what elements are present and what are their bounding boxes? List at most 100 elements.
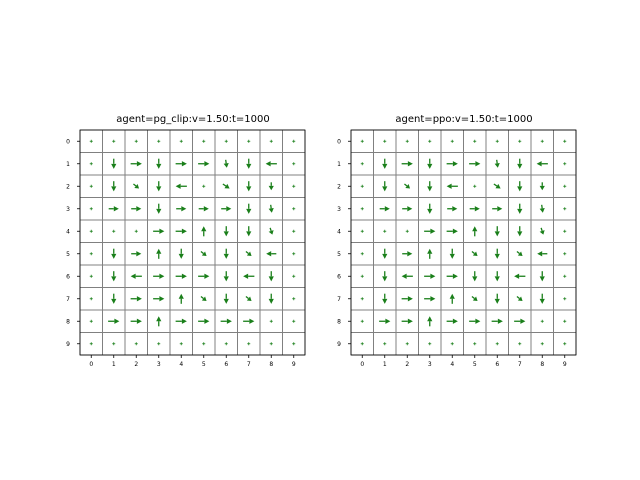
arrow-head	[246, 163, 252, 169]
arrow-head	[472, 251, 478, 256]
x-tick-label: 7	[518, 361, 522, 368]
x-tick-label: 5	[202, 361, 206, 368]
quiver-arrow	[517, 203, 523, 214]
arrow-shaft	[471, 295, 475, 300]
arrow-head	[111, 276, 117, 282]
arrow-head	[113, 206, 119, 212]
y-tick-label: 6	[337, 273, 341, 280]
quiver-arrow	[402, 251, 413, 257]
arrow-head	[427, 208, 433, 214]
quiver-arrow	[268, 182, 274, 191]
quiver-arrow	[268, 271, 274, 282]
arrow-head	[382, 298, 388, 304]
arrow-head	[111, 298, 117, 304]
arrow-shaft	[493, 183, 498, 187]
quiver-arrow	[427, 181, 433, 192]
arrow-head	[539, 230, 545, 235]
quiver-arrow	[472, 271, 478, 282]
arrow-head	[159, 273, 165, 279]
arrow-head	[266, 251, 272, 257]
quiver-arrow	[175, 318, 187, 324]
quiver-arrow	[494, 159, 500, 168]
x-tick-label: 9	[563, 361, 567, 368]
arrow-head	[472, 276, 478, 282]
quiver-arrow	[494, 271, 500, 282]
quiver-arrow	[265, 161, 277, 167]
quiver-arrow	[469, 206, 480, 212]
arrow-head	[156, 163, 162, 169]
quiver-arrow	[382, 293, 388, 304]
arrow-head	[517, 231, 523, 237]
arrow-head	[539, 276, 545, 282]
arrow-head	[181, 228, 187, 234]
arrow-shaft	[245, 295, 249, 300]
quiver-arrow	[153, 296, 165, 302]
quiver-arrow	[517, 181, 523, 192]
arrow-head	[136, 318, 142, 324]
y-tick-label: 3	[66, 206, 70, 213]
x-tick-label: 8	[540, 361, 544, 368]
y-tick-label: 1	[337, 161, 341, 168]
quiver-arrow	[539, 182, 545, 191]
quiver-arrow	[514, 273, 526, 279]
y-tick-label: 9	[66, 341, 70, 348]
quiver-arrow	[176, 206, 187, 212]
y-tick-label: 3	[337, 206, 341, 213]
arrow-head	[452, 273, 458, 279]
quiver-arrow	[427, 203, 433, 214]
arrow-head	[136, 161, 142, 167]
quiver-arrow	[200, 295, 207, 301]
quiver-arrow	[401, 273, 413, 279]
arrow-head	[178, 253, 184, 259]
arrow-head	[114, 318, 120, 324]
quiver-arrow	[382, 181, 388, 192]
quiver-arrow	[491, 318, 503, 324]
arrow-head	[407, 318, 413, 324]
arrow-head	[156, 316, 162, 322]
y-tick-label: 5	[337, 251, 341, 258]
quiver-arrow	[223, 248, 229, 259]
x-tick-label: 3	[428, 361, 432, 368]
arrow-head	[539, 185, 545, 191]
arrow-head	[405, 183, 411, 189]
y-tick-label: 0	[337, 138, 341, 145]
quiver-arrow	[246, 158, 252, 169]
arrow-head	[517, 296, 523, 301]
quiver-arrow	[472, 226, 478, 237]
y-tick-label: 0	[66, 138, 70, 145]
quiver-arrow	[246, 203, 252, 214]
arrow-head	[494, 276, 500, 282]
arrow-head	[494, 253, 500, 259]
y-tick-label: 7	[66, 296, 70, 303]
arrow-shaft	[269, 227, 272, 232]
quiver-arrow	[153, 228, 165, 234]
quiver-arrow	[424, 296, 436, 302]
arrow-head	[226, 318, 232, 324]
quiver-arrow	[469, 318, 481, 324]
quiver-arrow	[536, 161, 548, 167]
quiver-arrow	[198, 161, 210, 167]
arrow-head	[175, 183, 181, 189]
quiver-arrow	[382, 158, 388, 169]
quiver-arrow	[175, 228, 187, 234]
arrow-head	[203, 206, 209, 212]
arrow-shaft	[200, 295, 204, 300]
axes-frame	[79, 129, 306, 356]
arrow-head	[265, 161, 271, 167]
arrow-head	[223, 253, 229, 259]
y-tick-label: 7	[337, 296, 341, 303]
arrow-head	[246, 208, 252, 214]
arrow-head	[156, 248, 162, 254]
arrow-head	[181, 161, 187, 167]
quiver-arrow	[446, 183, 458, 189]
arrow-head	[520, 318, 526, 324]
arrow-head	[452, 161, 458, 167]
arrow-head	[517, 163, 523, 169]
y-tick-label: 4	[66, 228, 70, 235]
arrow-head	[246, 186, 252, 192]
arrow-head	[181, 206, 187, 212]
quiver-arrow	[427, 158, 433, 169]
arrow-head	[446, 183, 452, 189]
quiver-arrow	[447, 206, 458, 212]
arrow-shaft	[516, 250, 520, 255]
